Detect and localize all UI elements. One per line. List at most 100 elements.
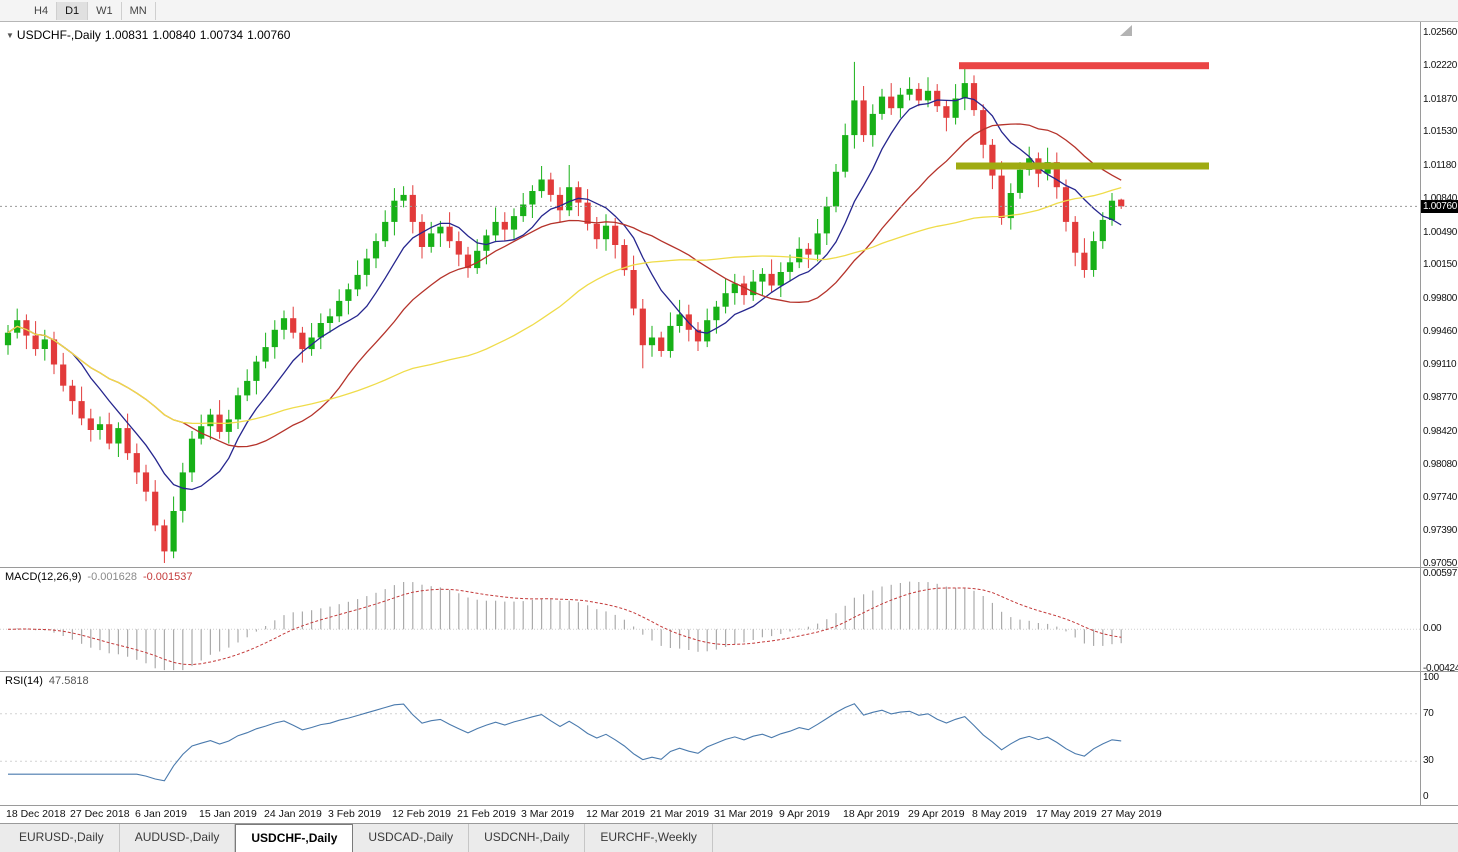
tab-usdcad[interactable]: USDCAD-,Daily: [353, 824, 470, 852]
candle: [179, 462, 186, 523]
candle: [299, 326, 306, 363]
candle: [41, 329, 48, 361]
candle: [934, 84, 941, 112]
rsi-axis-label: 70: [1423, 707, 1434, 719]
tab-eurusd[interactable]: EURUSD-,Daily: [4, 824, 120, 852]
rsi-name: RSI(14): [5, 675, 43, 687]
candle: [667, 312, 674, 358]
candle: [87, 408, 94, 442]
candle: [860, 86, 867, 142]
macd-pane[interactable]: [0, 568, 1420, 672]
resistance-line[interactable]: [959, 62, 1209, 70]
candle: [740, 275, 748, 305]
tab-usdchf[interactable]: USDCHF-,Daily: [235, 824, 354, 852]
candle: [593, 217, 600, 249]
candle: [14, 308, 21, 339]
candle: [391, 188, 398, 236]
timeframe-w1-button[interactable]: W1: [88, 1, 122, 20]
support-line[interactable]: [956, 162, 1209, 170]
rsi-axis-label: 30: [1423, 755, 1434, 767]
price-axis-label: 1.00150: [1423, 259, 1458, 271]
price-axis-label: 0.97050: [1423, 558, 1458, 569]
candle: [777, 262, 784, 297]
chevron-down-icon[interactable]: ▼: [6, 31, 14, 40]
candle: [308, 323, 315, 356]
candle: [198, 414, 205, 445]
timeframe-toolbar: H4 D1 W1 MN: [0, 0, 1458, 22]
candle: [520, 193, 527, 222]
candle: [676, 299, 683, 333]
pane-divider[interactable]: [0, 671, 1458, 672]
candle: [694, 322, 702, 351]
candle: [906, 77, 913, 101]
candle: [943, 100, 950, 132]
time-axis-label: 29 Apr 2019: [908, 808, 965, 820]
tab-eurchf[interactable]: EURCHF-,Weekly: [585, 824, 713, 852]
ma-mid-line: [7, 123, 1122, 448]
candle: [161, 519, 168, 563]
price-chart-pane[interactable]: [0, 22, 1420, 568]
ma-slow-line: [7, 186, 1122, 425]
tab-audusd[interactable]: AUDUSD-,Daily: [120, 824, 236, 852]
candle: [382, 210, 389, 247]
current-price-tag: 1.00760: [1421, 199, 1458, 213]
candle: [363, 248, 370, 287]
macd-axis-label: -0.00424: [1423, 662, 1458, 674]
candle: [69, 379, 76, 415]
candle: [842, 123, 849, 178]
price-axis-label: 1.01530: [1423, 126, 1458, 138]
price-axis-label: 1.00840: [1423, 192, 1458, 204]
candle: [170, 496, 177, 559]
candle: [372, 233, 380, 269]
price-axis-label: 1.02560: [1423, 27, 1458, 38]
time-axis-label: 24 Jan 2019: [264, 808, 322, 820]
timeframe-d1-button[interactable]: D1: [57, 1, 89, 20]
candle: [1026, 146, 1033, 176]
candle: [1081, 238, 1088, 278]
time-axis-label: 15 Jan 2019: [199, 808, 257, 820]
timeframe-mn-button[interactable]: MN: [122, 1, 156, 20]
candle: [152, 480, 159, 532]
candle: [805, 243, 812, 269]
candle: [142, 464, 150, 502]
price-axis-label: 0.98770: [1423, 392, 1458, 404]
rsi-line: [8, 703, 1122, 782]
candle: [722, 278, 729, 314]
time-axis-label: 27 Dec 2018: [70, 808, 130, 820]
candle: [345, 283, 352, 315]
timeframe-h4-button[interactable]: H4: [26, 1, 58, 20]
high-value: 1.00840: [152, 28, 196, 42]
candle: [639, 299, 646, 369]
candle: [483, 229, 490, 265]
price-axis-label: 0.98420: [1423, 425, 1458, 437]
tab-usdcnh[interactable]: USDCNH-,Daily: [469, 824, 586, 852]
candle: [225, 409, 232, 444]
price-axis[interactable]: 1.00760 1.02560 1.02220 1.01870 1.01530 1.01…: [1420, 22, 1458, 805]
candle: [124, 413, 131, 460]
rsi-pane[interactable]: [0, 672, 1420, 805]
time-axis-label: 31 Mar 2019: [714, 808, 773, 820]
time-axis-label: 8 May 2019: [972, 808, 1027, 820]
price-axis-label: 0.97390: [1423, 525, 1458, 537]
pane-divider[interactable]: [0, 567, 1458, 568]
candle: [786, 254, 794, 282]
close-value: 1.00760: [247, 28, 291, 42]
candle: [961, 65, 968, 111]
symbol-label: USDCHF-,Daily: [16, 28, 101, 42]
scroll-to-end-marker[interactable]: [1120, 25, 1132, 36]
time-axis[interactable]: 18 Dec 2018 27 Dec 2018 6 Jan 2019 15 Jan 2…: [0, 805, 1458, 823]
candle: [437, 220, 444, 247]
time-axis-label: 12 Feb 2019: [392, 808, 451, 820]
candle: [970, 75, 978, 116]
candle: [23, 314, 30, 350]
candle: [538, 166, 545, 198]
candle: [1099, 212, 1106, 249]
price-axis-label: 1.01180: [1423, 160, 1457, 171]
candle: [336, 289, 343, 323]
price-axis-label: 1.02220: [1423, 59, 1458, 71]
candle: [731, 273, 738, 305]
price-axis-label: 0.99800: [1423, 293, 1458, 304]
macd-signal-value: -0.001537: [142, 571, 193, 583]
candle: [1090, 231, 1097, 277]
